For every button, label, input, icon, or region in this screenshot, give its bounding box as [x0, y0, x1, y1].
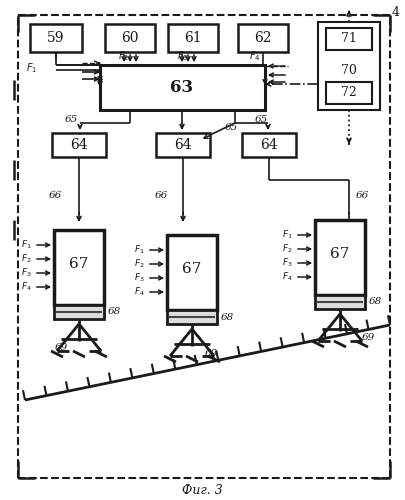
Text: 67: 67 — [69, 257, 89, 271]
Text: $F_2$: $F_2$ — [282, 243, 293, 255]
Text: 67: 67 — [182, 262, 202, 276]
Bar — [168, 24, 218, 52]
Text: $F_2$: $F_2$ — [134, 258, 145, 270]
Text: 62: 62 — [254, 31, 272, 45]
Text: 65: 65 — [225, 124, 238, 132]
Text: 63: 63 — [171, 80, 194, 96]
Text: $F_3$: $F_3$ — [21, 267, 32, 279]
Text: 69: 69 — [362, 332, 375, 342]
Text: 68: 68 — [108, 308, 121, 316]
Text: 64: 64 — [70, 138, 88, 152]
Bar — [326, 82, 372, 104]
Text: 65: 65 — [255, 114, 268, 124]
Text: 66: 66 — [356, 190, 369, 200]
Text: 64: 64 — [174, 138, 192, 152]
Text: $F_4$: $F_4$ — [249, 49, 260, 63]
Text: 59: 59 — [47, 31, 65, 45]
Bar — [326, 28, 372, 50]
Text: $F_1$: $F_1$ — [282, 229, 293, 241]
Text: 70: 70 — [341, 64, 357, 76]
Text: 66: 66 — [155, 190, 168, 200]
Bar — [156, 133, 210, 157]
Text: $F_3$: $F_3$ — [177, 49, 188, 63]
Bar — [315, 220, 365, 295]
Text: 67: 67 — [330, 246, 350, 261]
Text: 72: 72 — [341, 86, 357, 100]
Text: $F_4$: $F_4$ — [21, 281, 32, 293]
Bar — [54, 230, 104, 305]
Bar — [54, 305, 104, 319]
Text: 69: 69 — [205, 350, 218, 358]
Text: $F_1$: $F_1$ — [26, 61, 37, 75]
Bar — [52, 133, 106, 157]
Text: $F_4$: $F_4$ — [282, 271, 293, 283]
Bar — [167, 310, 217, 324]
Text: 4: 4 — [392, 6, 400, 18]
Text: 61: 61 — [184, 31, 202, 45]
Bar — [105, 24, 155, 52]
Bar — [30, 24, 82, 52]
Bar — [318, 22, 380, 110]
Text: 69: 69 — [55, 342, 68, 351]
Text: Фиг. 3: Фиг. 3 — [181, 484, 222, 496]
Text: 68: 68 — [369, 298, 382, 306]
Text: $F_2$: $F_2$ — [21, 253, 32, 265]
Bar — [100, 65, 265, 110]
Text: $F_3$: $F_3$ — [282, 257, 293, 269]
Text: $F_1$: $F_1$ — [21, 239, 32, 251]
Bar — [167, 235, 217, 310]
Text: 60: 60 — [121, 31, 139, 45]
Text: 65: 65 — [65, 114, 78, 124]
Bar — [238, 24, 288, 52]
Text: 71: 71 — [341, 32, 357, 46]
Text: $F_3$: $F_3$ — [134, 272, 145, 284]
Text: 68: 68 — [221, 312, 234, 322]
Bar — [242, 133, 296, 157]
Text: $F_2$: $F_2$ — [118, 49, 129, 63]
Bar — [315, 295, 365, 309]
Text: $F_4$: $F_4$ — [134, 286, 145, 298]
Text: 64: 64 — [260, 138, 278, 152]
Text: 66: 66 — [49, 190, 62, 200]
Text: $F_1$: $F_1$ — [134, 244, 145, 256]
